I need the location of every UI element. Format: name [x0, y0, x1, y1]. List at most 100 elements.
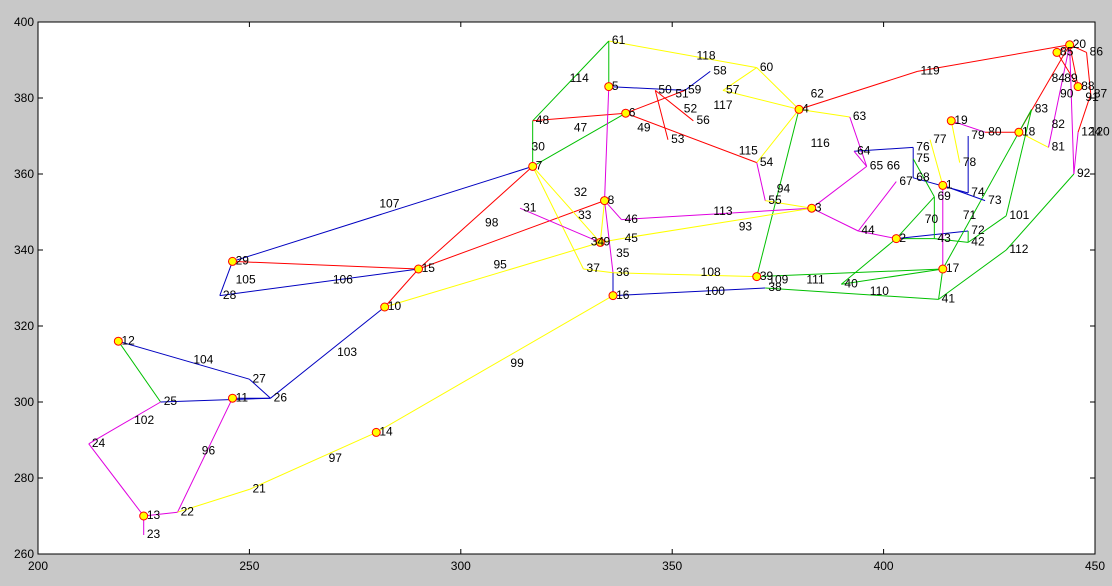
y-tick-label: 280 [14, 471, 34, 485]
node-label-64: 64 [857, 143, 871, 157]
node-marker-1 [938, 180, 948, 190]
edge-20-88 [1069, 44, 1079, 87]
edge-60-61 [608, 40, 757, 69]
edge-92-121 [1073, 132, 1079, 175]
edge-92-20 [1069, 44, 1075, 175]
node-label-107: 107 [379, 197, 399, 211]
node-label-89: 89 [1064, 71, 1078, 85]
edge-76-64 [853, 146, 914, 152]
plot-area [38, 22, 1095, 554]
edge-14-16 [375, 295, 614, 433]
node-label-43: 43 [937, 231, 951, 245]
axes-frame [37, 21, 1096, 555]
edge-17-18 [942, 131, 1020, 270]
node-label-46: 46 [625, 212, 639, 226]
edge-28-15 [219, 268, 419, 297]
edge-64-65 [853, 150, 868, 167]
node-label-98: 98 [485, 216, 499, 230]
node-label-112: 112 [1009, 242, 1028, 256]
node-label-65: 65 [870, 159, 884, 173]
edge-55-54 [756, 162, 766, 201]
node-label-111: 111 [806, 273, 825, 287]
x-tick-label: 350 [662, 559, 682, 573]
node-label-99: 99 [510, 356, 524, 370]
node-label-96: 96 [202, 444, 216, 458]
edge-3-55 [765, 200, 812, 209]
node-label-14: 14 [379, 425, 393, 439]
y-tick-label: 380 [14, 91, 34, 105]
x-tick-label: 250 [239, 559, 259, 573]
node-label-15: 15 [422, 261, 436, 275]
node-label-34: 34 [591, 235, 605, 249]
node-label-76: 76 [916, 140, 930, 154]
edge-81-20 [1048, 44, 1071, 148]
x-tick-label: 400 [874, 559, 894, 573]
node-label-6: 6 [629, 105, 636, 119]
edge-17-41 [938, 268, 944, 300]
node-label-37: 37 [587, 261, 601, 275]
node-label-121: 124 [1081, 124, 1101, 138]
node-label-29: 29 [236, 254, 250, 268]
node-label-75: 75 [916, 151, 930, 165]
node-label-5: 5 [612, 79, 619, 93]
edge-18-81 [1018, 131, 1049, 148]
edge-22-11 [177, 397, 233, 513]
axis-ticks: 200 250 300 350 400 4502602803003203403603804… [14, 15, 1105, 573]
node-label-51: 51 [675, 86, 689, 100]
x-tick-label: 200 [28, 559, 48, 573]
edge-42-101 [967, 215, 1007, 243]
node-marker-12 [113, 336, 123, 346]
x-tick-label: 300 [451, 559, 471, 573]
node-label-101: 101 [1009, 208, 1029, 222]
node-label-40: 40 [844, 276, 858, 290]
edge-121-87 [1077, 94, 1092, 133]
node-label-32: 32 [574, 185, 588, 199]
node-label-115: 115 [739, 143, 758, 157]
edge-25-24 [88, 401, 161, 445]
edge-26-10 [270, 306, 386, 399]
node-label-24: 24 [92, 436, 106, 450]
node-label-78: 78 [963, 155, 977, 169]
node-label-18: 18 [1022, 124, 1036, 138]
node-marker-88 [1073, 82, 1083, 92]
node-label-93: 93 [739, 219, 753, 233]
node-label-31: 31 [523, 200, 537, 214]
node-marker-29 [227, 256, 237, 266]
node-label-82: 82 [1052, 117, 1066, 131]
node-label-13: 13 [147, 508, 161, 522]
node-label-44: 44 [861, 223, 875, 237]
edge-112-92 [1005, 173, 1075, 251]
edge-39-4 [756, 109, 800, 277]
edge-10-15 [384, 268, 419, 308]
edge-19-78 [950, 120, 961, 163]
edge-3-65 [811, 166, 867, 209]
node-marker-20 [1065, 40, 1075, 50]
edge-48-6 [532, 112, 626, 122]
node-label-4: 4 [802, 102, 809, 116]
node-label-22: 22 [181, 504, 195, 518]
edge-69-75 [912, 158, 935, 198]
node-label-119: 119 [921, 64, 940, 78]
node-label-20: 20 [1073, 37, 1087, 51]
edge-86-87 [1086, 52, 1092, 95]
edge-45-3 [621, 207, 812, 240]
y-tick-label: 360 [14, 167, 34, 181]
node-label-27: 27 [253, 371, 267, 385]
node-label-80: 80 [988, 124, 1002, 138]
node-marker-85 [1052, 47, 1062, 57]
marker-layer [113, 40, 1083, 521]
edge-layer [88, 40, 1092, 535]
node-marker-5 [604, 82, 614, 92]
edge-7-6 [532, 112, 626, 167]
node-label-28: 28 [223, 288, 237, 302]
node-label-2: 2 [899, 231, 906, 245]
node-label-25: 25 [164, 394, 178, 408]
node-label-17: 17 [946, 261, 960, 275]
edge-12-27 [118, 340, 250, 380]
edge-3-44 [811, 207, 859, 232]
node-marker-6 [621, 108, 631, 118]
node-label-104: 104 [193, 352, 213, 366]
node-label-10: 10 [388, 299, 402, 313]
edge-8-9 [599, 200, 606, 243]
node-label-12: 12 [121, 333, 135, 347]
